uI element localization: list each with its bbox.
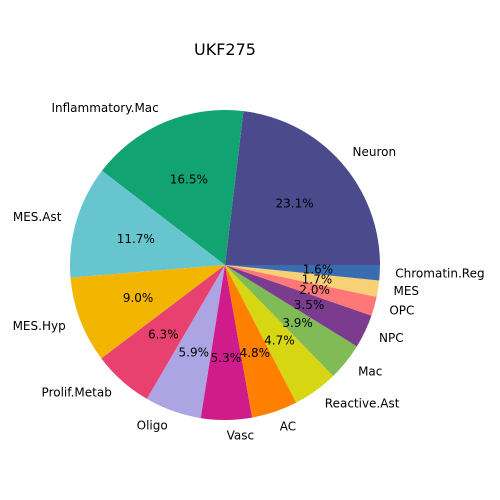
pie-category-label: Chromatin.Reg (395, 267, 484, 281)
pie-percent-label: 5.3% (211, 351, 242, 365)
pie-percent-label: 11.7% (117, 232, 155, 246)
pie-percent-label: 1.7% (302, 272, 333, 286)
pie-slice-mes-hyp (70, 265, 225, 359)
pie-percent-label: 16.5% (170, 172, 208, 186)
pie-percent-label: 6.3% (148, 328, 179, 342)
pie-slice-npc (225, 265, 372, 347)
pie-category-label: Neuron (353, 145, 397, 159)
pie-category-label: Prolif.Metab (42, 386, 112, 400)
pie-percent-label: 1.6% (303, 263, 334, 277)
pie-category-label: NPC (379, 331, 404, 345)
pie-percent-label: 4.8% (240, 346, 271, 360)
chart-title: UKF275 (194, 40, 256, 59)
pie-percent-label: 9.0% (123, 291, 154, 305)
pie-category-label: Mac (358, 365, 382, 379)
pie-category-label: Inflammatory.Mac (51, 101, 158, 115)
pie-category-label: MES (393, 284, 419, 298)
pie-percent-label: 23.1% (276, 196, 314, 210)
pie-slice-chromatin-reg (225, 265, 380, 281)
pie-category-label: Oligo (137, 419, 168, 433)
pie-labels: 23.1% Neuron 16.5% Inflammatory.Mac 11.7% MES… (13, 101, 485, 443)
pie-slice-mac (225, 265, 357, 376)
pie-slice-oligo (146, 265, 225, 419)
pie-slice-ac (225, 265, 297, 418)
pie-slice-mes-ast (70, 170, 225, 278)
pie-category-label: MES.Hyp (13, 319, 66, 333)
pie-category-label: Vasc (227, 428, 254, 442)
pie-slice-neuron (225, 111, 380, 265)
pie-slice-vasc (200, 265, 253, 420)
pie-slices (70, 110, 380, 420)
pie-category-label: MES.Ast (13, 210, 62, 224)
pie-slice-prolif-metab (101, 265, 225, 399)
pie-slice-opc (225, 265, 377, 316)
pie-slice-mes (225, 265, 380, 297)
pie-category-label: OPC (389, 304, 414, 318)
pie-percent-label: 3.5% (294, 298, 325, 312)
pie-category-label: AC (280, 419, 296, 433)
pie-slice-inflammatory-mac (101, 110, 244, 265)
pie-percent-label: 2.0% (299, 283, 330, 297)
pie-slice-reactive-ast (225, 265, 334, 403)
pie-percent-label: 4.7% (264, 333, 295, 347)
pie-percent-label: 3.9% (282, 316, 313, 330)
pie-category-label: Reactive.Ast (325, 396, 400, 410)
pie-percent-label: 5.9% (179, 346, 210, 360)
